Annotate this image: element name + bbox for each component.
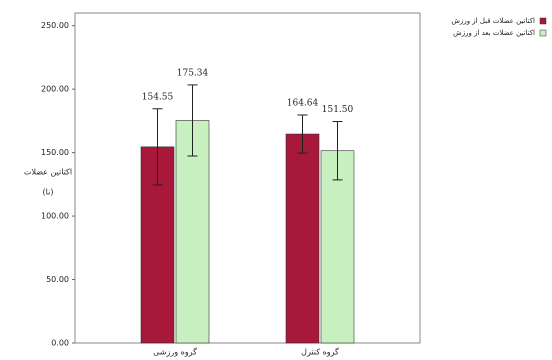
value-label: 175.34 — [177, 68, 209, 78]
plot-frame — [75, 13, 420, 343]
value-label: 151.50 — [322, 105, 354, 115]
x-tick-label: گروه ورزشی — [153, 347, 197, 357]
y-tick-label: 200.00 — [41, 85, 69, 94]
y-axis-label: اکتاتین عضلات — [24, 168, 72, 177]
x-tick-label: گروه کنترل — [301, 347, 339, 357]
page: 0.00 50.00 100.00 150.00 200.00 250.00 اکتاتین… — [0, 0, 552, 360]
legend-label: اکتاتین عضلات قبل از ورزش — [451, 17, 535, 25]
value-label: 154.55 — [142, 92, 174, 102]
chart: 0.00 50.00 100.00 150.00 200.00 250.00 اکتاتین… — [0, 0, 552, 360]
legend-swatch — [540, 18, 546, 24]
y-tick-label: 100.00 — [41, 212, 69, 221]
bar — [286, 134, 319, 343]
y-tick-label: 250.00 — [41, 21, 69, 30]
legend-label: اکتاتین عضلات بعد از ورزش — [453, 29, 535, 37]
y-tick-label: 0.00 — [51, 339, 69, 348]
value-label: 164.64 — [287, 98, 319, 108]
legend-swatch — [540, 30, 546, 36]
y-tick-label: 150.00 — [41, 148, 69, 157]
y-axis-label: (نا) — [43, 188, 54, 197]
y-tick-label: 50.00 — [46, 275, 69, 284]
